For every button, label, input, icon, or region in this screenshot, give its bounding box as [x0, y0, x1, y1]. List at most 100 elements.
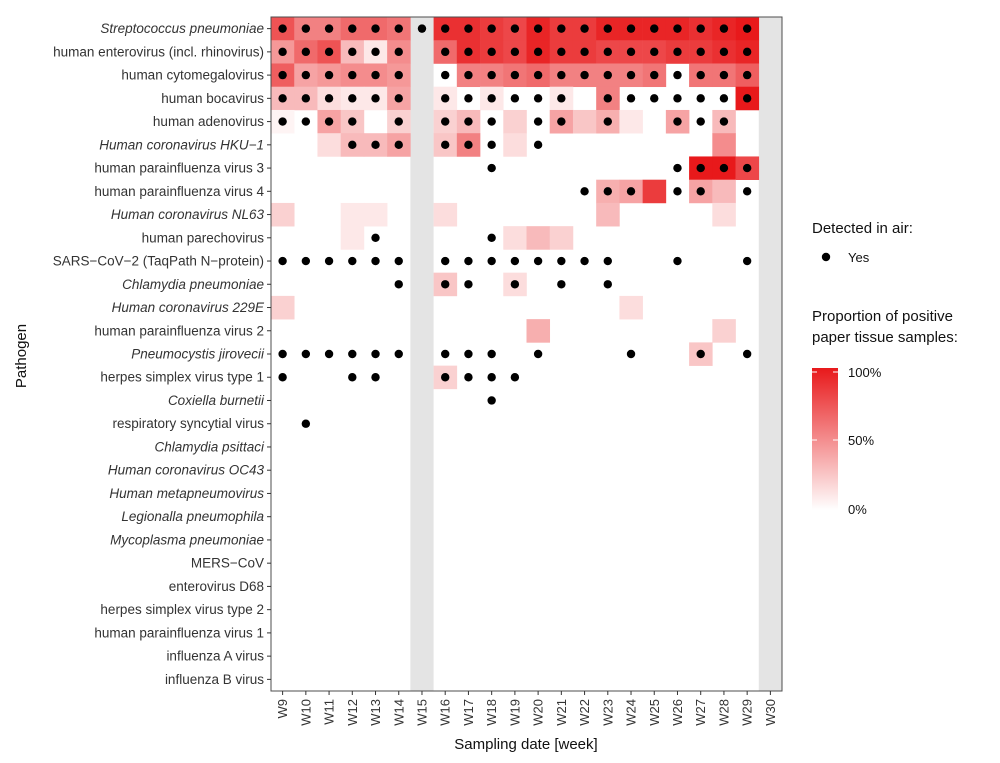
detection-dot: [371, 373, 380, 382]
detection-dot: [371, 349, 380, 359]
y-tick-label: Chlamydia pneumoniae: [122, 277, 264, 292]
detection-dot: [441, 280, 450, 289]
detection-dot: [301, 419, 311, 428]
detection-dot: [650, 70, 659, 80]
detection-dot: [603, 117, 612, 126]
detection-dot: [533, 256, 543, 266]
x-tick-label: W25: [647, 699, 662, 726]
detection-dot: [441, 94, 450, 103]
detection-dot: [464, 94, 473, 103]
detection-dot: [441, 47, 450, 57]
detection-dot: [348, 117, 357, 126]
detection-dot: [742, 70, 752, 80]
heatmap-cell: [619, 109, 643, 134]
detection-dot: [533, 140, 543, 150]
y-tick-label: MERS−CoV: [191, 556, 264, 571]
detection-dot: [673, 163, 682, 173]
y-axis-ticks: [267, 28, 271, 680]
heatmap-cell: [340, 226, 365, 250]
y-axis-labels: Streptococcus pneumoniae human enteroviru…: [53, 21, 265, 687]
detection-dot: [487, 163, 496, 173]
detection-dot: [487, 349, 496, 359]
detection-dot: [278, 117, 287, 126]
detection-dot: [603, 187, 612, 196]
y-tick-label: Pneumocystis jirovecii: [131, 347, 265, 362]
detection-dot: [557, 70, 566, 80]
detection-dot: [278, 256, 287, 266]
y-tick-label: influenza A virus: [166, 649, 264, 664]
detection-dot: [464, 280, 473, 289]
heatmap-cell: [712, 319, 736, 343]
y-tick-label: human parechovirus: [142, 230, 265, 245]
gray-column-w30: [758, 17, 782, 691]
detection-dot: [510, 256, 520, 266]
detection-dot: [487, 47, 496, 57]
detection-dot: [626, 187, 636, 196]
detection-dot: [394, 94, 403, 103]
x-tick-label: W21: [554, 699, 569, 726]
detection-dot: [580, 24, 589, 33]
detection-dot: [278, 94, 287, 103]
gray-column-w15: [410, 17, 434, 691]
heatmap-cell: [642, 179, 667, 204]
detection-dot: [441, 70, 450, 80]
detection-dot: [441, 140, 450, 150]
legend-points-title: Detected in air:: [812, 220, 913, 237]
x-tick-label: W15: [414, 699, 429, 726]
heatmap-cell: [271, 295, 295, 320]
x-axis-ticks: [282, 691, 771, 695]
heatmap-cell: [340, 202, 365, 227]
detection-dot: [557, 117, 566, 126]
detection-dot: [441, 24, 450, 33]
detection-dot: [603, 47, 612, 57]
heatmap-cell: [503, 109, 527, 134]
heatmap-cell: [572, 109, 597, 134]
detection-dot: [696, 94, 705, 103]
detection-dot: [371, 47, 380, 57]
detection-dot: [742, 349, 752, 359]
detection-dot: [673, 117, 682, 126]
y-tick-label: respiratory syncytial virus: [112, 416, 264, 431]
detection-dot: [324, 47, 334, 57]
legend-colorbar: [812, 368, 838, 510]
detection-dot: [603, 280, 612, 289]
x-tick-label: W27: [693, 699, 708, 726]
detection-dot: [626, 94, 636, 103]
heatmap-cell: [433, 202, 458, 227]
detection-dot: [278, 349, 287, 359]
detection-dot: [487, 233, 496, 242]
detection-dot: [371, 94, 380, 103]
detection-dot: [603, 94, 612, 103]
heatmap-cell: [271, 202, 295, 227]
detection-dot: [580, 256, 589, 266]
legend-dot: [821, 252, 831, 262]
heatmap-cell: [619, 295, 643, 320]
detection-dot: [696, 187, 705, 196]
detection-dot: [278, 47, 287, 57]
detection-dot: [719, 117, 729, 126]
detection-dot: [278, 24, 287, 33]
detection-dot: [487, 24, 496, 33]
detection-dot: [324, 256, 334, 266]
detection-dot: [348, 70, 357, 80]
y-tick-label: Human coronavirus OC43: [108, 463, 265, 478]
legend-color-title-line1: Proportion of positive: [812, 308, 953, 325]
heatmap-cell: [596, 202, 620, 227]
x-tick-label: W13: [368, 699, 383, 726]
y-tick-label: Coxiella burnetii: [168, 393, 265, 408]
detection-dot: [441, 117, 450, 126]
air-detection-dots: [278, 24, 752, 428]
detection-dot: [441, 349, 450, 359]
detection-dot: [348, 47, 357, 57]
detection-dot: [348, 24, 357, 33]
detection-dot: [464, 117, 473, 126]
y-tick-label: human adenovirus: [153, 114, 264, 129]
detection-dot: [557, 94, 566, 103]
detection-dot: [510, 373, 520, 382]
detection-dot: [301, 349, 311, 359]
y-tick-label: Human coronavirus HKU−1: [99, 137, 264, 152]
y-tick-label: Human coronavirus 229E: [112, 300, 265, 315]
heatmap-cell: [503, 133, 527, 157]
detection-dot: [603, 70, 612, 80]
detection-dot: [464, 140, 473, 150]
